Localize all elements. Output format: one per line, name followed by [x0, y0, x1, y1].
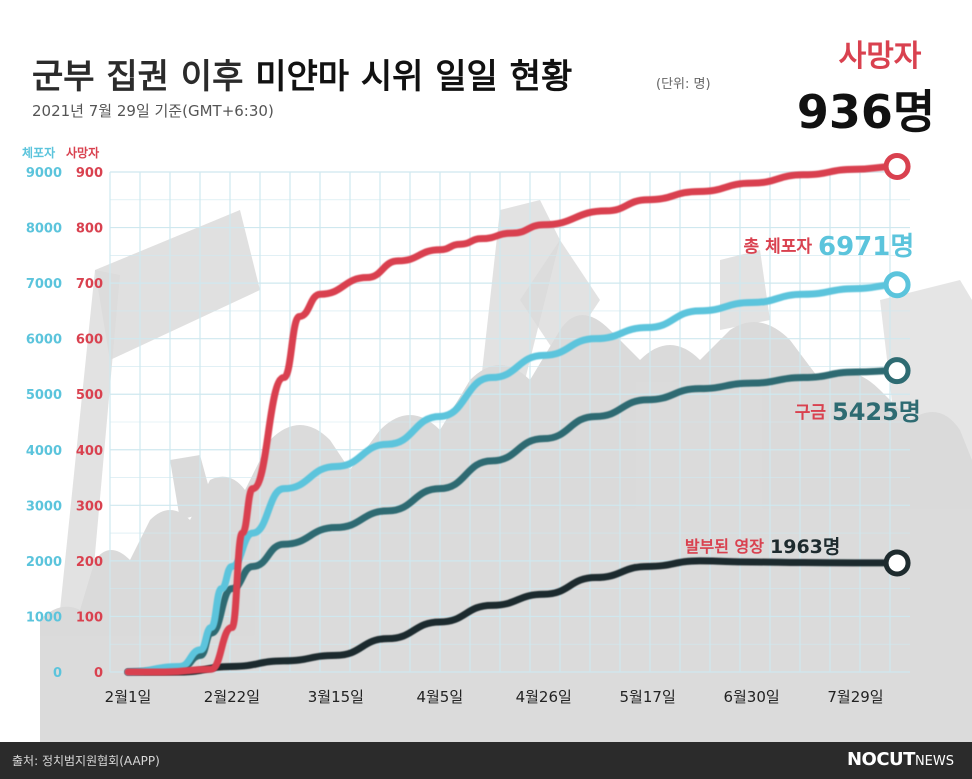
x-tick-label: 2월22일 — [204, 688, 260, 706]
series-line-warrants — [124, 557, 901, 676]
y-tick-left: 8000 — [26, 222, 62, 237]
chart: 체포자 사망자 0 0 1000 100 2000 200 3000 300 4000 400 5000… — [22, 39, 972, 742]
y-tick-right: 300 — [76, 499, 103, 514]
footer-bar: 출처: 정치범지원협회(AAPP) NOCUTNEWS — [0, 742, 972, 779]
chart-grid — [109, 171, 910, 673]
y-tick-right: 400 — [76, 444, 103, 459]
series-label-deaths: 사망자 — [839, 39, 922, 74]
y-axis-left-label: 체포자 — [22, 145, 55, 160]
x-tick-label: 3월15일 — [308, 688, 364, 706]
y-tick-right: 900 — [76, 166, 103, 181]
y-tick-right: 500 — [76, 388, 103, 403]
series-total-deaths: 936명 — [797, 85, 935, 139]
series-total-detained: 5425명 — [832, 398, 921, 426]
x-tick-label: 4월26일 — [516, 688, 572, 706]
series-total-arrests: 6971명 — [818, 232, 914, 262]
chart-title: 군부 집권 이후 미얀마 시위 일일 현황 — [32, 57, 572, 97]
nocut-news-logo: NOCUTNEWS — [847, 749, 954, 770]
protest-crowd-silhouette — [40, 200, 972, 742]
series-end-marker-deaths — [883, 152, 911, 180]
series-end-marker-warrants — [883, 549, 911, 577]
series-total-warrants: 1963명 — [770, 536, 840, 558]
chart-subtitle: 2021년 7월 29일 기준(GMT+6:30) — [32, 102, 274, 120]
chart-header: 군부 집권 이후 미얀마 시위 일일 현황 (단위: 명) 2021년 7월 2… — [32, 57, 711, 120]
y-tick-right: 800 — [76, 222, 103, 237]
y-tick-left: 7000 — [26, 277, 62, 292]
logo-text: NOCUT — [846, 749, 915, 770]
y-tick-right: 0 — [94, 666, 103, 681]
source-text: 출처: 정치범지원협회(AAPP) — [12, 754, 160, 768]
x-tick-label: 5월17일 — [620, 688, 676, 706]
x-tick-label: 7월29일 — [827, 688, 883, 706]
chart-axes: 체포자 사망자 0 0 1000 100 2000 200 3000 300 4000 400 5000… — [22, 145, 884, 706]
y-tick-left: 6000 — [26, 333, 62, 348]
y-tick-left: 3000 — [26, 499, 62, 514]
y-tick-right: 600 — [76, 333, 103, 348]
x-tick-label: 6월30일 — [723, 688, 779, 706]
series-line-detained — [124, 367, 901, 676]
y-tick-right: 700 — [76, 277, 103, 292]
series-line-arrests — [124, 281, 901, 676]
chart-unit: (단위: 명) — [656, 77, 711, 92]
y-axis-right-label: 사망자 — [66, 145, 99, 160]
y-tick-left: 2000 — [26, 555, 62, 570]
chart-title-part1: 군부 집권 이후 — [32, 57, 255, 97]
series-label-warrants: 발부된 영장 — [685, 537, 764, 556]
x-tick-label: 4월5일 — [416, 688, 463, 706]
y-tick-left: 0 — [53, 666, 62, 681]
y-tick-left: 4000 — [26, 444, 62, 459]
y-tick-left: 5000 — [26, 388, 62, 403]
series-label-arrests: 총 체포자 — [744, 237, 813, 257]
x-tick-label: 2월1일 — [105, 688, 152, 706]
y-tick-left: 1000 — [26, 610, 62, 625]
y-tick-right: 200 — [76, 555, 103, 570]
logo-suffix: NEWS — [914, 754, 954, 769]
chart-series — [124, 152, 911, 676]
series-label-detained: 구금 — [795, 403, 827, 423]
y-tick-left: 9000 — [26, 166, 62, 181]
y-tick-right: 100 — [76, 610, 103, 625]
series-line-deaths — [124, 162, 901, 676]
series-end-marker-detained — [883, 357, 911, 385]
chart-title-part2: 미얀마 시위 일일 현황 — [255, 57, 572, 97]
series-end-marker-arrests — [883, 271, 911, 299]
